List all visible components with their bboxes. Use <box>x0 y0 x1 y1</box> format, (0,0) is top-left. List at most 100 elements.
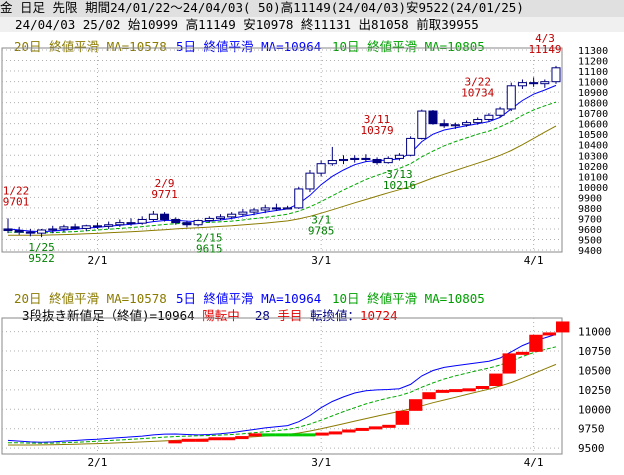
x-tick-label: 3/1 <box>311 456 331 469</box>
annotation-value: 9522 <box>28 252 55 265</box>
candle-body <box>428 110 438 125</box>
y-tick-label: 10100 <box>578 172 608 183</box>
renko-info-conv-value: 10724 <box>359 308 398 323</box>
candle-body <box>59 226 69 230</box>
candle-body <box>70 226 80 229</box>
bottom-ma5-legend: 5日 終値平滑 MA=10964 <box>176 291 322 306</box>
renko-brick-up <box>368 426 383 430</box>
renko-brick-up <box>181 438 196 442</box>
renko-brick-up <box>195 438 209 442</box>
renko-brick-up <box>315 432 329 436</box>
candle-body <box>294 188 304 209</box>
candle-body <box>506 85 516 110</box>
annotation-date: 4/3 <box>535 32 555 45</box>
renko-brick-up <box>408 399 423 411</box>
candle-body <box>271 207 281 210</box>
renko-info-label: 3段抜き新値足（終値)=10964 <box>22 308 195 323</box>
candle-body <box>193 220 203 226</box>
candle-body <box>551 67 561 83</box>
y-tick-label: 10700 <box>578 109 608 120</box>
annotation-date: 2/15 <box>196 231 223 244</box>
renko-brick-up <box>502 353 516 374</box>
y-tick-label: 9400 <box>578 246 602 257</box>
renko-brick-up <box>328 431 343 435</box>
candle-body <box>439 123 449 127</box>
renko-brick-up <box>342 429 356 433</box>
candle-body <box>249 209 259 213</box>
candle-body <box>160 213 170 220</box>
renko-brick-up <box>556 321 570 333</box>
renko-brick-up <box>235 436 249 440</box>
y-tick-label: 10300 <box>578 151 608 162</box>
renko-brick-up <box>355 427 369 431</box>
candle-body <box>37 229 47 234</box>
candle-body <box>383 157 393 164</box>
candle-body <box>540 81 550 85</box>
annotation-value: 10216 <box>383 179 416 192</box>
annotation-date: 3/13 <box>386 168 413 181</box>
annotation-value: 10734 <box>461 87 494 100</box>
y-tick-label: 9600 <box>578 225 602 236</box>
y-tick-label: 10400 <box>578 141 608 152</box>
candle-body <box>484 114 494 120</box>
candle-body <box>372 158 382 164</box>
renko-brick-up <box>515 351 530 355</box>
renko-brick-up <box>449 389 463 393</box>
candle-body <box>338 158 349 162</box>
candle-body <box>148 213 158 220</box>
y-tick-label: 9750 <box>578 423 605 436</box>
candle-body <box>204 217 214 222</box>
y-tick-label: 9800 <box>578 204 602 215</box>
renko-brick-up <box>489 373 503 386</box>
bottom-ma20-legend: 20日 終値平滑 MA=10578 <box>14 291 167 306</box>
renko-brick-up <box>248 433 262 437</box>
y-tick-label: 9700 <box>578 214 602 225</box>
y-tick-label: 10750 <box>578 345 611 358</box>
ma-line-5 <box>7 84 557 233</box>
x-tick-label: 4/1 <box>524 254 544 267</box>
annotation-date: 1/25 <box>28 241 55 254</box>
candle-body <box>517 82 527 87</box>
candle-body <box>450 124 460 127</box>
candle-body <box>227 213 237 218</box>
candle-body <box>350 157 360 160</box>
candle-body <box>495 108 505 116</box>
candle-body <box>137 218 147 224</box>
candle-body <box>48 228 58 231</box>
candle-body <box>361 157 371 160</box>
x-tick-label: 2/1 <box>88 456 108 469</box>
y-tick-label: 11200 <box>578 57 608 68</box>
chart-header-summary: 金 日足 先限 期間24/01/22～24/04/03( 50)高11149(2… <box>0 0 624 18</box>
chart-header-latest-bar: 24/04/03 25/02 始10999 高11149 安10978 終111… <box>0 17 624 32</box>
annotation-date: 2/9 <box>155 177 175 190</box>
renko-brick-up <box>382 424 396 428</box>
renko-brick-up <box>475 386 490 389</box>
candle-body <box>529 82 539 85</box>
renko-brick-up <box>168 440 182 444</box>
ma-line-10 <box>7 101 557 234</box>
candle-body <box>215 216 226 219</box>
renko-brick-up <box>208 437 222 441</box>
plot-frame <box>1 47 563 253</box>
renko-brick-down <box>275 433 289 437</box>
candle-body <box>394 154 404 159</box>
top-ma5-legend: 5日 終値平滑 MA=10964 <box>176 39 322 54</box>
candle-body <box>473 118 483 124</box>
ma-line-20 <box>8 125 557 236</box>
renko-brick-up <box>542 332 556 336</box>
candle-body <box>92 225 102 228</box>
renko-brick-up <box>462 388 476 392</box>
candle-body <box>115 222 125 226</box>
annotation-value: 9701 <box>3 195 30 208</box>
annotation-date: 3/1 <box>311 213 331 226</box>
renko-brick-down <box>261 433 276 437</box>
y-tick-label: 9900 <box>578 193 602 204</box>
candle-body <box>182 222 192 226</box>
annotation-date: 3/11 <box>364 113 391 126</box>
panel-0 <box>1 47 563 253</box>
y-tick-label: 11000 <box>578 78 608 89</box>
candle-body <box>104 224 114 227</box>
y-tick-label: 10000 <box>578 403 611 416</box>
y-tick-label: 10900 <box>578 88 608 99</box>
y-tick-label: 9500 <box>578 442 605 455</box>
